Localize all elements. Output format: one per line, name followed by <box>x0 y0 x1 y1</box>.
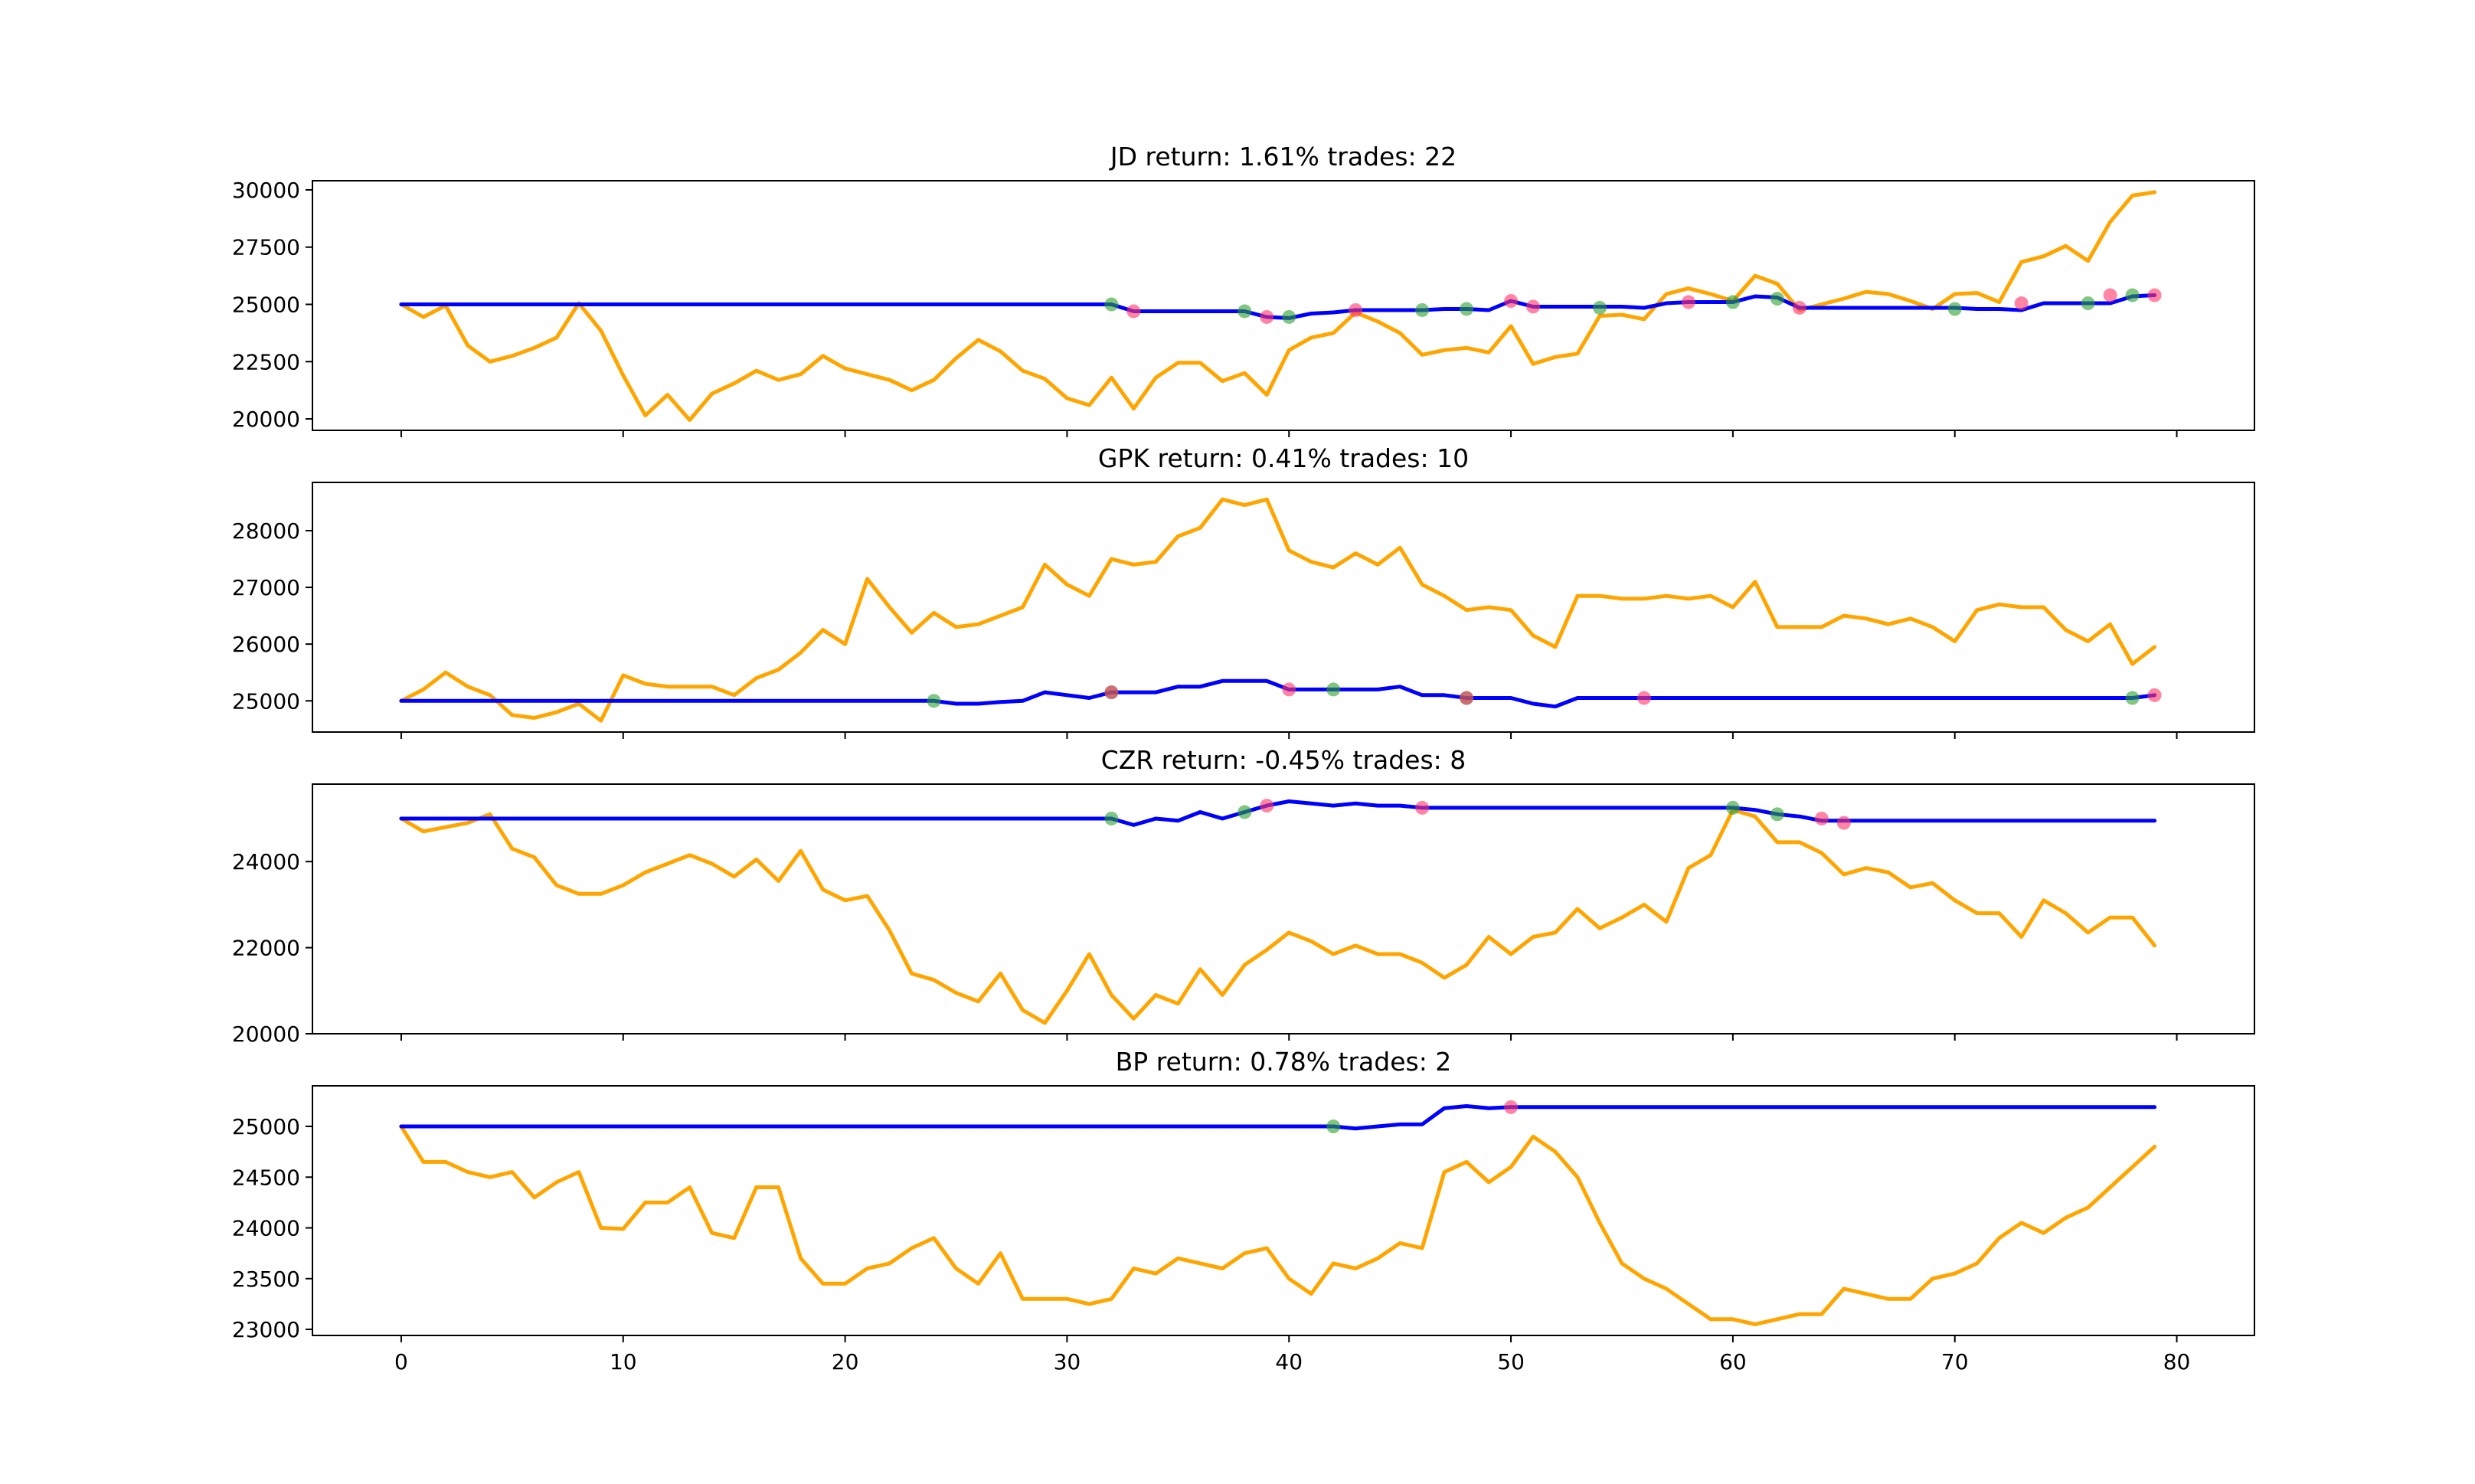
sell-marker <box>2014 296 2029 311</box>
y-tick-label: 26000 <box>232 632 300 657</box>
x-tick-label: 40 <box>1275 1349 1303 1374</box>
buy-marker <box>1947 302 1962 316</box>
panel-bp: BP return: 0.78% trades: 2 23000 23500 240… <box>232 1047 2255 1374</box>
axes-frame <box>312 180 2255 431</box>
sell-marker <box>1814 811 1829 825</box>
buy-marker <box>1238 304 1252 319</box>
sell-marker <box>1349 302 1363 317</box>
y-tick-label: 27000 <box>232 575 300 600</box>
y-tick-label: 28000 <box>232 518 300 544</box>
buy-marker <box>1770 292 1784 306</box>
sell-marker <box>2103 288 2117 302</box>
axes-frame <box>312 783 2255 1035</box>
x-tick-label: 60 <box>1719 1349 1747 1374</box>
axes-frame <box>312 482 2255 733</box>
sell-marker <box>1260 309 1274 324</box>
y-tick-label: 24500 <box>232 1165 300 1190</box>
buy-marker <box>2081 296 2095 311</box>
buy-marker <box>1415 302 1430 317</box>
sell-marker <box>2147 288 2162 302</box>
panel-title: CZR return: -0.45% trades: 8 <box>1101 745 1466 775</box>
sell-marker <box>1415 800 1430 815</box>
y-tick-label: 22000 <box>232 936 300 961</box>
sell-marker <box>1260 799 1274 813</box>
axes-frame <box>312 1085 2255 1336</box>
y-tick-label: 20000 <box>232 1021 300 1047</box>
y-tick-label: 24000 <box>232 849 300 874</box>
y-tick-label: 25000 <box>232 688 300 714</box>
panel-czr: CZR return: -0.45% trades: 8 20000 22000 2… <box>232 745 2255 1047</box>
buy-marker <box>2125 691 2140 705</box>
price-line <box>399 1124 2157 1326</box>
buy-marker <box>1326 1120 1341 1134</box>
y-tick-label: 22500 <box>232 349 300 374</box>
buy-marker <box>927 694 941 708</box>
price-line <box>399 808 2157 1025</box>
buy-marker <box>1460 302 1474 316</box>
sell-marker <box>1792 300 1806 315</box>
sell-marker <box>1836 816 1851 830</box>
x-tick-label: 30 <box>1054 1349 1081 1374</box>
panel-jd: JD return: 1.61% trades: 22 20000 22500 25… <box>232 142 2255 437</box>
y-tick-label: 25000 <box>232 293 300 318</box>
price-line <box>399 497 2157 723</box>
buy-marker <box>1238 805 1252 819</box>
portfolio-line <box>399 799 2157 827</box>
panel-gpk: GPK return: 0.41% trades: 10 25000 26000 2… <box>232 443 2255 739</box>
buy-marker <box>1770 807 1784 822</box>
buy-marker <box>1725 800 1740 815</box>
sell-marker <box>1504 294 1519 309</box>
buy-marker <box>1593 300 1607 315</box>
sell-marker <box>1681 295 1695 309</box>
y-tick-label: 30000 <box>232 178 300 203</box>
sell-marker <box>1526 299 1541 314</box>
x-tick-label: 20 <box>832 1349 859 1374</box>
y-tick-label: 23000 <box>232 1317 300 1342</box>
buy-marker <box>1104 297 1119 312</box>
x-tick-label: 10 <box>610 1349 637 1374</box>
buy-marker <box>1282 309 1296 324</box>
x-tick-label: 50 <box>1497 1349 1525 1374</box>
portfolio-line <box>399 293 2157 320</box>
sell-marker <box>1636 691 1651 705</box>
sell-marker <box>1126 304 1141 319</box>
x-tick-label: 0 <box>394 1349 408 1374</box>
panel-title: GPK return: 0.41% trades: 10 <box>1098 443 1469 473</box>
sell-marker <box>2147 688 2162 702</box>
x-tick-label: 70 <box>1941 1349 1969 1374</box>
buy-marker <box>2125 288 2140 302</box>
y-tick-label: 25000 <box>232 1114 300 1139</box>
buy-marker <box>1104 811 1119 825</box>
x-tick-label: 80 <box>2163 1349 2191 1374</box>
buy-marker <box>1725 295 1740 309</box>
panel-title: BP return: 0.78% trades: 2 <box>1116 1047 1452 1077</box>
panel-title: JD return: 1.61% trades: 22 <box>1109 142 1457 172</box>
sell-marker <box>1104 685 1119 700</box>
portfolio-line <box>399 1104 2157 1131</box>
y-tick-label: 23500 <box>232 1267 300 1292</box>
y-tick-label: 27500 <box>232 235 300 260</box>
y-tick-label: 24000 <box>232 1216 300 1241</box>
price-line <box>399 190 2157 422</box>
buy-marker <box>1326 682 1341 697</box>
y-tick-label: 20000 <box>232 407 300 432</box>
sell-marker <box>1282 682 1296 697</box>
portfolio-line <box>399 678 2157 709</box>
sell-marker <box>1504 1100 1519 1114</box>
sell-marker <box>1460 691 1474 705</box>
